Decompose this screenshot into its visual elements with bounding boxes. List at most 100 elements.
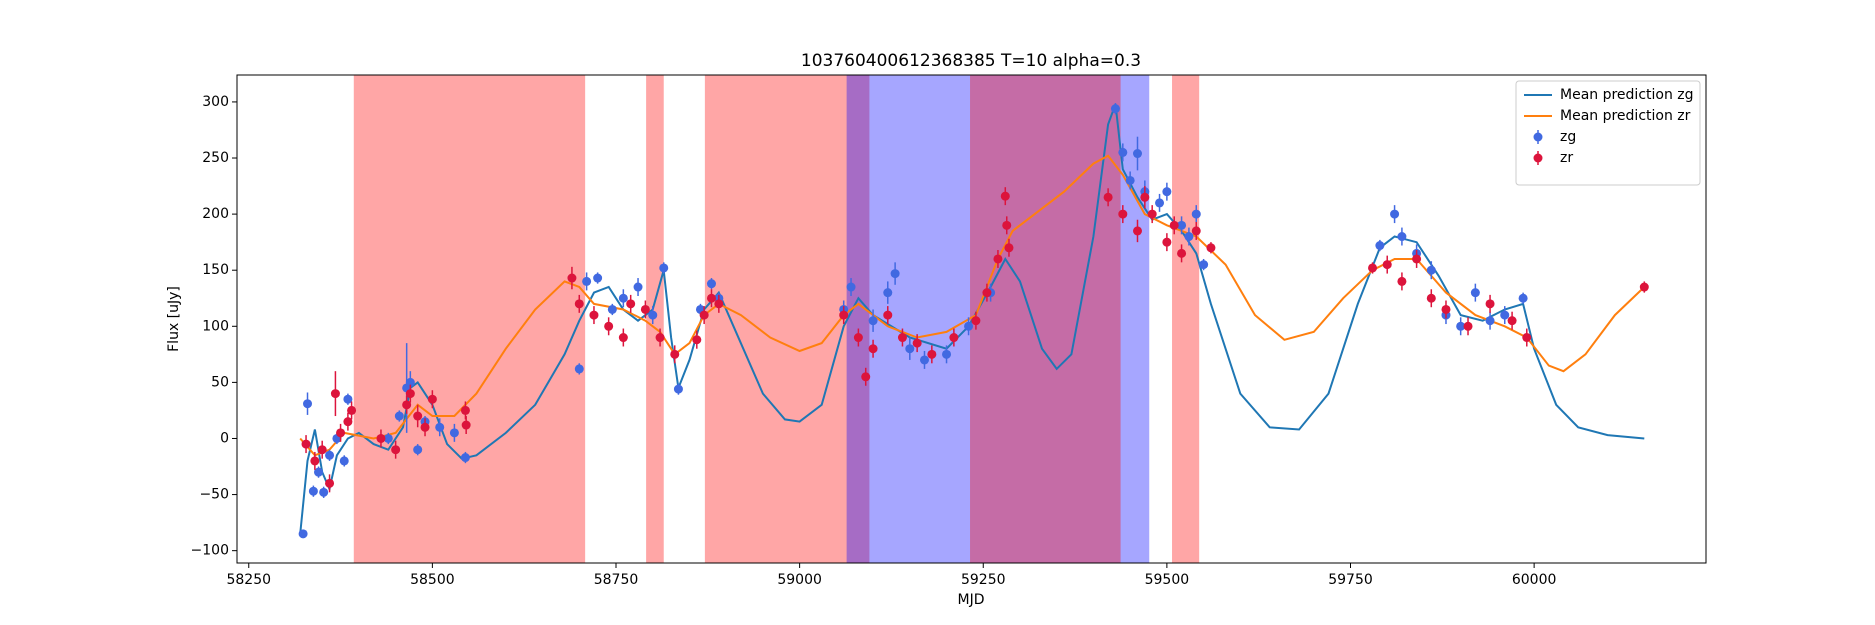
data-point — [1441, 304, 1451, 314]
data-point — [883, 288, 893, 298]
data-point — [343, 394, 353, 404]
data-point — [890, 269, 900, 279]
x-tick-label: 59500 — [1145, 572, 1190, 588]
data-point — [1140, 192, 1150, 202]
y-tick-label: 300 — [202, 94, 229, 110]
data-point — [1375, 241, 1385, 251]
data-point — [574, 364, 584, 374]
data-point — [971, 316, 981, 326]
data-point — [839, 310, 849, 320]
data-point — [633, 282, 643, 292]
data-point — [692, 335, 702, 345]
data-point — [325, 478, 335, 488]
data-point — [1191, 226, 1201, 236]
data-point — [402, 400, 412, 410]
data-point — [1522, 333, 1532, 343]
data-point — [949, 333, 959, 343]
y-tick-label: −50 — [199, 487, 229, 503]
data-point — [1169, 220, 1179, 230]
data-point — [391, 445, 401, 455]
data-point — [383, 433, 393, 443]
data-point — [912, 338, 922, 348]
data-point — [1397, 232, 1407, 242]
data-point — [846, 282, 856, 292]
data-point — [460, 453, 470, 463]
data-point — [868, 316, 878, 326]
data-point — [1125, 175, 1135, 185]
data-point — [1155, 198, 1165, 208]
y-tick-label: 150 — [202, 262, 229, 278]
data-point — [640, 304, 650, 314]
data-point — [1206, 243, 1216, 253]
data-point — [1412, 254, 1422, 264]
data-point — [405, 389, 415, 399]
data-point — [1177, 220, 1187, 230]
data-point — [670, 349, 680, 359]
shaded-span — [646, 75, 664, 563]
data-point — [1507, 316, 1517, 326]
data-point — [461, 420, 471, 430]
data-point — [325, 450, 335, 460]
data-point — [1103, 192, 1113, 202]
data-point — [1177, 248, 1187, 258]
data-point — [567, 273, 577, 283]
data-point — [1162, 187, 1172, 197]
data-point — [1518, 293, 1528, 303]
shaded-span — [1172, 75, 1200, 563]
data-point — [905, 344, 915, 354]
data-point — [1147, 209, 1157, 219]
data-point — [1132, 226, 1142, 236]
data-point — [714, 299, 724, 309]
x-tick-label: 59250 — [961, 572, 1006, 588]
x-tick-label: 59750 — [1328, 572, 1373, 588]
data-point — [1463, 321, 1473, 331]
data-point — [376, 433, 386, 443]
data-point — [308, 486, 318, 496]
data-point — [593, 273, 603, 283]
data-point — [673, 384, 683, 394]
chart-title: 103760400612368385 T=10 alpha=0.3 — [801, 51, 1141, 71]
data-point — [1470, 288, 1480, 298]
y-tick-label: 250 — [202, 150, 229, 166]
legend-box — [1515, 80, 1701, 186]
data-point — [413, 445, 423, 455]
span-layer — [353, 75, 1200, 563]
data-point — [298, 529, 308, 539]
data-point — [1456, 321, 1466, 331]
data-point — [319, 487, 329, 497]
x-tick-label: 60000 — [1512, 572, 1557, 588]
data-point — [460, 405, 470, 415]
data-point — [1397, 276, 1407, 286]
data-point — [394, 411, 404, 421]
data-point — [982, 288, 992, 298]
data-point — [1199, 260, 1209, 270]
data-point — [343, 417, 353, 427]
data-point — [574, 299, 584, 309]
data-point — [993, 254, 1003, 264]
data-point — [317, 445, 327, 455]
data-point — [897, 333, 907, 343]
data-point — [301, 439, 311, 449]
data-point — [339, 456, 349, 466]
x-tick-label: 58750 — [594, 572, 639, 588]
data-point — [1485, 299, 1495, 309]
x-tick-label: 58500 — [410, 572, 455, 588]
data-point — [1184, 232, 1194, 242]
data-point — [607, 304, 617, 314]
legend: Mean prediction zg Mean prediction zr zg zr — [1515, 80, 1701, 186]
data-point — [1162, 237, 1172, 247]
legend-marker — [1533, 153, 1543, 163]
data-point — [1000, 191, 1010, 201]
data-point — [310, 456, 320, 466]
data-point — [706, 279, 716, 289]
legend-label: Mean prediction zg — [1560, 87, 1694, 103]
data-point — [435, 422, 445, 432]
y-tick-label: 100 — [202, 318, 229, 334]
data-point — [1004, 243, 1014, 253]
data-point — [347, 405, 357, 415]
shaded-span — [970, 75, 1121, 563]
data-point — [618, 293, 628, 303]
data-point — [330, 389, 340, 399]
x-tick-label: 59000 — [777, 572, 822, 588]
data-point — [699, 310, 709, 320]
